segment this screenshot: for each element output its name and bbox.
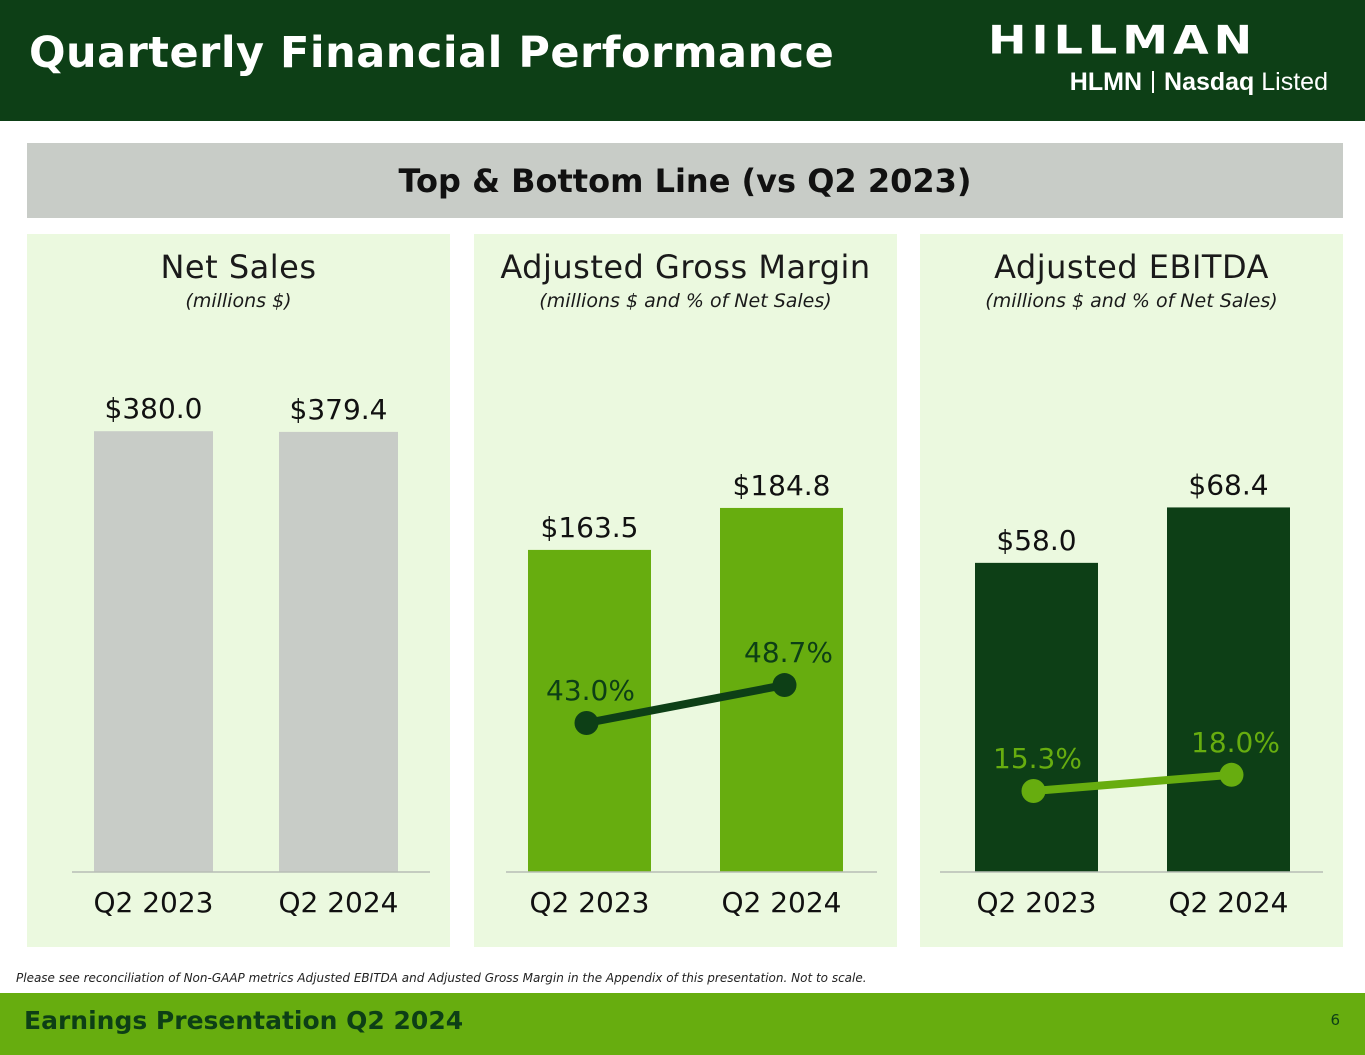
logo-ticker: HLMN [1069,68,1143,96]
margin-line [1029,770,1236,795]
chart-subtitle: (millions $ and % of Net Sales) [539,290,832,312]
bar-value-label: $163.5 [541,511,639,544]
net-sales-panel: Net Sales (millions $) $380.0 Q2 2023 $379… [27,234,450,947]
margin-point [1219,762,1244,787]
chart-subtitle: (millions $ and % of Net Sales) [985,290,1278,312]
logo-wordmark: HILLMAN [988,16,1258,63]
margin-point [772,673,797,698]
margin-percent-label: 43.0% [546,674,635,707]
footer: Earnings Presentation Q2 2024 6 [0,993,1365,1055]
x-tick-label: Q2 2023 [976,886,1096,919]
x-tick-label: Q2 2024 [278,886,398,919]
ebitda-chart: $58.0 Q2 2023 $68.4 Q2 2024 15.3% 18.0% [940,468,1323,919]
margin-percent-label: 48.7% [744,636,833,669]
x-tick-label: Q2 2024 [721,886,841,919]
logo-exchange: Nasdaq [1164,68,1255,96]
header: Quarterly Financial Performance HILLMAN … [0,0,1365,121]
logo-tagline: HLMN Nasdaq Listed [1070,68,1328,97]
bar [1167,507,1290,872]
x-tick-label: Q2 2023 [529,886,649,919]
gross-margin-panel: Adjusted Gross Margin (millions $ and % … [474,234,897,947]
x-tick-label: Q2 2023 [93,886,213,919]
page-title: Quarterly Financial Performance [29,28,835,78]
net-sales-chart: $380.0 Q2 2023 $379.4 Q2 2024 [72,392,430,919]
margin-point [574,711,599,735]
bar-value-label: $68.4 [1188,468,1268,501]
bar [94,431,213,872]
margin-point [1021,779,1046,803]
bar-value-label: $184.8 [733,469,831,502]
bar [279,431,398,872]
section-banner: Top & Bottom Line (vs Q2 2023) [27,143,1343,218]
footnote: Please see reconciliation of Non-GAAP me… [16,971,867,985]
ebitda-panel: Adjusted EBITDA (millions $ and % of Net… [920,234,1343,947]
chart-subtitle: (millions $) [185,290,292,312]
x-tick-label: Q2 2024 [1168,886,1288,919]
banner-text: Top & Bottom Line (vs Q2 2023) [398,161,972,200]
page-number: 6 [1330,1011,1340,1029]
chart-title: Adjusted Gross Margin [500,248,871,286]
bar [975,562,1098,872]
footer-title: Earnings Presentation Q2 2024 [24,1006,464,1035]
bar-value-label: $380.0 [105,392,203,425]
chart-title: Adjusted EBITDA [994,248,1269,286]
bar-value-label: $379.4 [290,393,388,426]
margin-percent-label: 18.0% [1191,726,1280,759]
chart-title: Net Sales [160,248,317,286]
gross-margin-chart: $163.5 Q2 2023 $184.8 Q2 2024 43.0% 48.7% [506,469,877,919]
bar-value-label: $58.0 [996,524,1076,557]
logo-listed: Listed [1261,68,1328,96]
margin-line [582,681,789,727]
hillman-logo: HILLMAN HLMN Nasdaq Listed [988,16,1340,98]
logo-separator [1152,71,1155,93]
margin-percent-label: 15.3% [993,742,1082,775]
